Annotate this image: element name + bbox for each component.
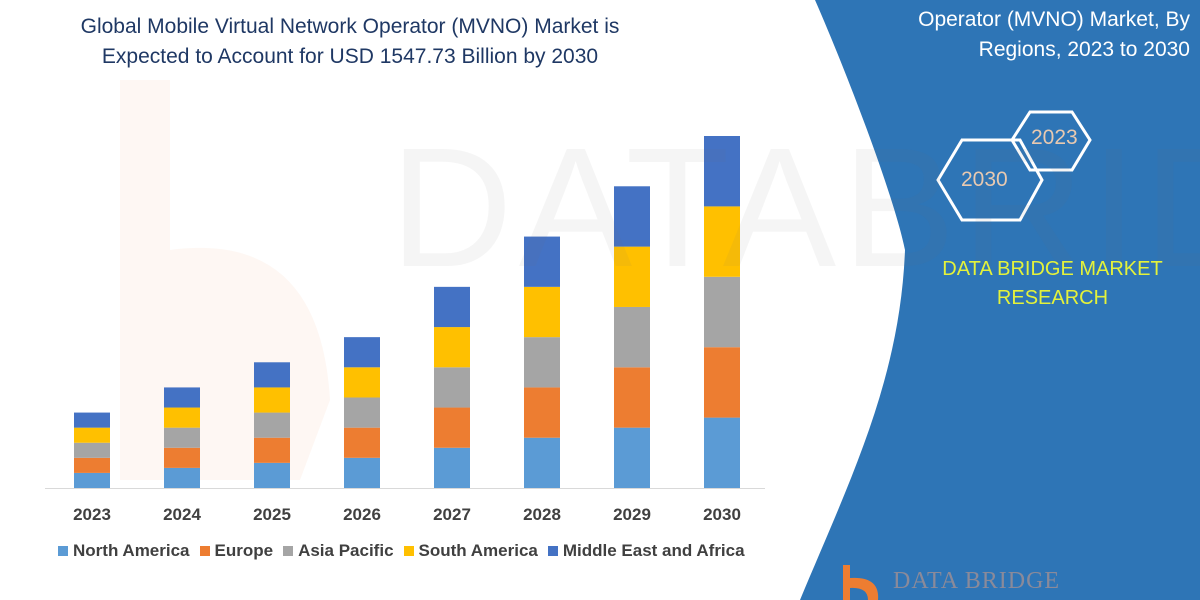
side-title-line-2: Regions, 2023 to 2030 (978, 38, 1190, 61)
legend-item: Middle East and Africa (547, 541, 745, 561)
legend-item: North America (58, 541, 190, 561)
bar-segment-2023-asia-pacific (74, 442, 110, 458)
legend-swatch (58, 546, 68, 556)
x-tick-label: 2027 (433, 505, 471, 524)
bar-segment-2030-south-america (704, 206, 740, 277)
bar-segment-2023-middle-east-and-africa (74, 412, 110, 428)
legend-label: South America (418, 541, 538, 560)
x-tick-label: 2030 (703, 505, 741, 524)
bar-segment-2024-north-america (164, 467, 200, 488)
bar-segment-2029-asia-pacific (614, 306, 650, 368)
bar-segment-2024-middle-east-and-africa (164, 387, 200, 408)
bar-segment-2026-middle-east-and-africa (344, 337, 380, 368)
x-tick-label: 2025 (253, 505, 291, 524)
brand-text: DATA BRIDGE MARKET RESEARCH (915, 255, 1190, 313)
bar-segment-2025-south-america (254, 387, 290, 413)
legend-label: Middle East and Africa (562, 541, 745, 560)
x-tick-label: 2026 (343, 505, 381, 524)
bar-segment-2030-middle-east-and-africa (704, 136, 740, 207)
legend-swatch (547, 546, 558, 556)
logo-text: DATA BRIDGE (893, 568, 1061, 594)
x-tick-label: 2023 (73, 505, 111, 524)
hexagon-label-2030: 2030 (961, 168, 1008, 191)
bar-segment-2030-north-america (704, 417, 740, 488)
bar-segment-2027-north-america (434, 447, 470, 488)
bar-segment-2024-south-america (164, 407, 200, 428)
legend-swatch (403, 546, 414, 556)
bar-segment-2025-asia-pacific (254, 412, 290, 438)
side-title-line-1: Operator (MVNO) Market, By (918, 8, 1190, 31)
brand-line-1: DATA BRIDGE MARKET (942, 258, 1163, 280)
hexagon-2030 (936, 138, 1044, 222)
side-panel-title: Operator (MVNO) Market, By Regions, 2023… (810, 5, 1190, 65)
bar-segment-2025-north-america (254, 462, 290, 488)
bar-segment-2027-europe (434, 407, 470, 448)
bar-segment-2028-north-america (524, 437, 560, 488)
logo-watermark-shape (120, 80, 330, 480)
bar-segment-2027-asia-pacific (434, 367, 470, 408)
bar-segment-2026-europe (344, 427, 380, 458)
bar-segment-2028-middle-east-and-africa (524, 236, 560, 287)
bar-segment-2024-europe (164, 447, 200, 468)
bar-segment-2023-south-america (74, 427, 110, 443)
bar-segment-2023-north-america (74, 472, 110, 488)
bar-segment-2028-south-america (524, 286, 560, 338)
bar-segment-2025-middle-east-and-africa (254, 362, 290, 388)
bar-segment-2029-south-america (614, 246, 650, 307)
legend-label: North America (73, 541, 190, 560)
bar-segment-2028-asia-pacific (524, 337, 560, 388)
title-line-1: Global Mobile Virtual Network Operator (… (80, 15, 620, 38)
bar-segment-2030-asia-pacific (704, 276, 740, 348)
bar-segment-2029-north-america (614, 427, 650, 488)
legend-item: South America (403, 541, 538, 561)
legend-swatch (199, 546, 210, 556)
legend-label: Asia Pacific (298, 541, 394, 560)
title-line-2: Expected to Account for USD 1547.73 Bill… (101, 45, 599, 68)
x-tick-label: 2029 (613, 505, 651, 524)
x-tick-label: 2024 (163, 505, 201, 524)
bar-segment-2030-europe (704, 347, 740, 418)
bar-segment-2026-south-america (344, 367, 380, 398)
bar-segment-2026-asia-pacific (344, 397, 380, 428)
bar-segment-2028-europe (524, 387, 560, 438)
bar-segment-2024-asia-pacific (164, 427, 200, 448)
bar-segment-2029-europe (614, 367, 650, 428)
chart-legend: North America Europe Asia Pacific South Ame… (58, 541, 745, 561)
legend-item: Europe (199, 541, 274, 561)
bar-segment-2029-middle-east-and-africa (614, 186, 650, 247)
chart-title: Global Mobile Virtual Network Operator (… (20, 12, 680, 72)
bar-segment-2027-south-america (434, 327, 470, 368)
x-tick-label: 2028 (523, 505, 561, 524)
legend-label: Europe (214, 541, 274, 560)
legend-swatch (283, 546, 294, 556)
legend-item: Asia Pacific (283, 541, 394, 561)
brand-line-2: RESEARCH (996, 287, 1109, 309)
logo-icon (843, 565, 879, 600)
bar-segment-2027-middle-east-and-africa (434, 286, 470, 328)
hexagon-label-2023: 2023 (1031, 126, 1078, 149)
stacked-bar-chart: 2023 2024 2025 2026 2027 2028 2029 2030 (45, 136, 765, 524)
bar-segment-2026-north-america (344, 457, 380, 488)
bar-segment-2025-europe (254, 437, 290, 463)
bar-segment-2023-europe (74, 457, 110, 473)
blue-side-panel (800, 0, 1200, 600)
